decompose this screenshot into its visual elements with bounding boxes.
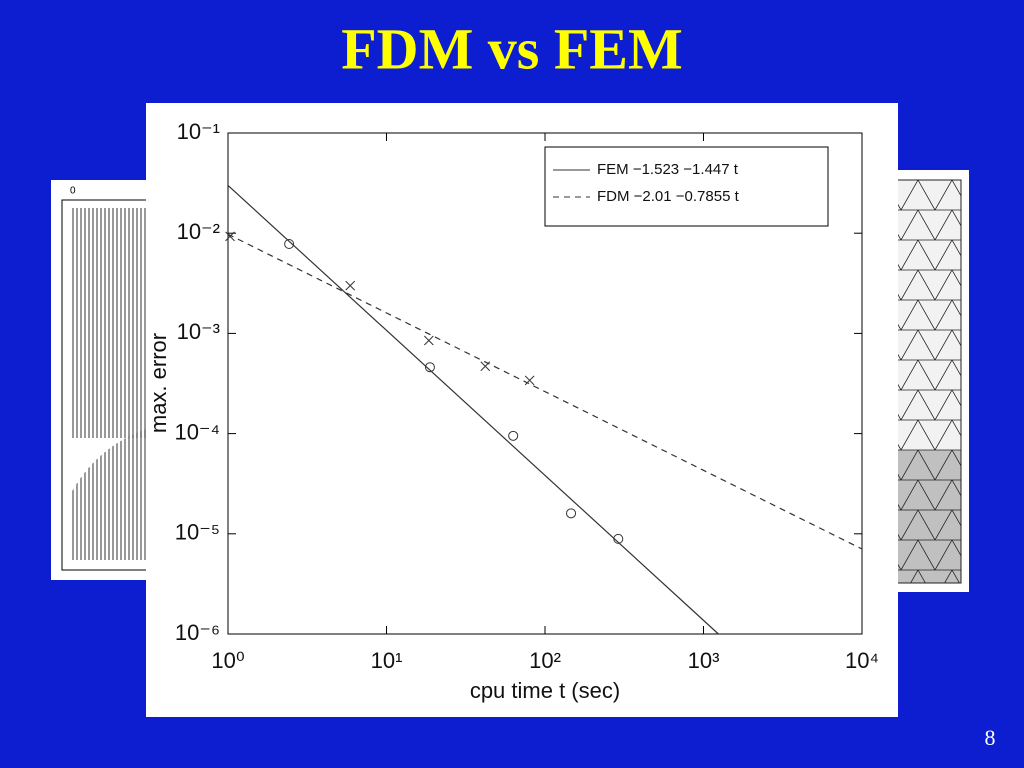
x-tick-label: 10² [529,648,561,673]
data-point [613,533,624,544]
data-point [424,362,435,373]
data-point [345,280,356,291]
data-point [423,335,434,346]
data-point [566,508,577,519]
y-tick-label: 10⁻⁶ [175,620,220,645]
data-point [284,239,295,250]
x-axis-label: cpu time t (sec) [470,678,620,703]
y-tick-label: 10⁻¹ [177,119,220,144]
y-tick-label: 10⁻⁵ [175,520,220,545]
x-tick-label: 10⁴ [845,648,879,673]
data-point [524,375,535,386]
fit-line [227,233,863,550]
y-tick-label: 10⁻² [177,219,220,244]
data-point [508,430,519,441]
y-tick-label: 10⁻⁴ [174,419,220,444]
fit-line [227,184,719,635]
data-point [225,231,235,242]
x-tick-label: 10¹ [371,648,403,673]
data-point [480,361,491,372]
slide-title: FDM vs FEM [341,16,683,81]
y-tick-label: 10⁻³ [177,319,220,344]
figure-label: 0 [70,186,76,197]
legend-label: FDM −2.01 −0.7855 t [597,188,740,205]
left-figure: 0 [51,180,161,580]
x-tick-label: 10⁰ [211,648,244,673]
x-tick-label: 10³ [688,648,720,673]
legend-label: FEM −1.523 −1.447 t [597,161,739,178]
right-figure [895,170,969,592]
page-number: 8 [985,725,996,750]
y-axis-label: max. error [146,333,171,433]
legend [544,146,829,227]
